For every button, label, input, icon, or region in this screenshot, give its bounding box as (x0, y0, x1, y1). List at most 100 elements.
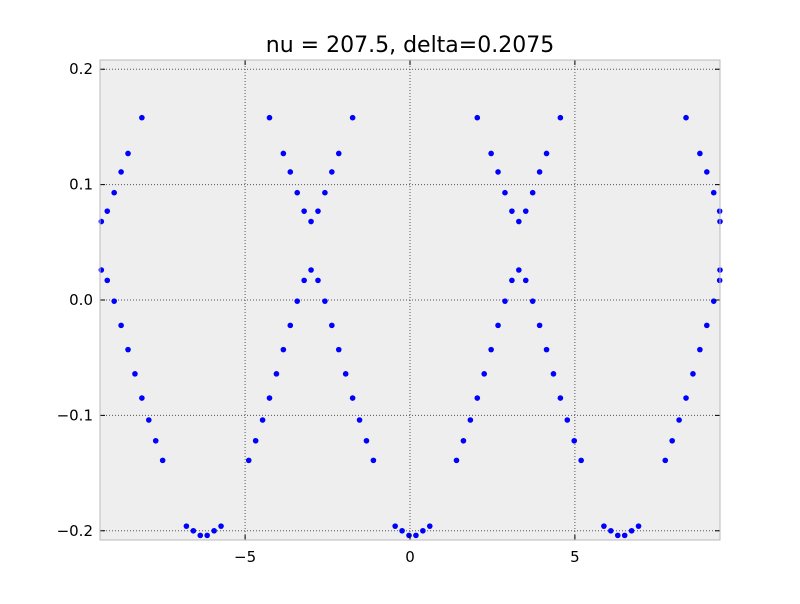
data-point (266, 395, 273, 401)
data-point (132, 371, 138, 377)
data-point (420, 527, 426, 534)
data-point (197, 532, 204, 539)
data-point (628, 527, 635, 534)
data-point (516, 267, 522, 273)
y-tick-label: −0.1 (57, 406, 93, 424)
data-point (676, 417, 682, 423)
data-point (669, 437, 675, 444)
data-point (474, 395, 481, 401)
data-point (218, 523, 224, 529)
data-point (509, 208, 515, 214)
data-point (259, 417, 266, 423)
data-point (557, 395, 564, 401)
data-point (474, 114, 481, 121)
data-point (488, 346, 494, 353)
data-point (301, 277, 307, 284)
y-tick-label: 0.0 (69, 291, 93, 309)
data-point (125, 346, 131, 353)
data-point (522, 277, 529, 284)
data-point (571, 437, 578, 444)
data-point (315, 277, 321, 284)
y-tick-label: 0.1 (69, 176, 93, 194)
data-point (104, 277, 111, 284)
data-point (710, 189, 717, 196)
data-point (349, 395, 356, 401)
data-point (495, 322, 501, 329)
chart-title: nu = 207.5, delta=0.2075 (266, 33, 554, 58)
data-point (335, 150, 342, 157)
data-point (322, 298, 328, 304)
data-point (557, 114, 564, 121)
data-point (118, 322, 124, 329)
data-point (662, 457, 669, 464)
data-point (118, 169, 124, 175)
data-point (704, 322, 710, 329)
data-point (98, 218, 105, 225)
data-point (614, 532, 621, 539)
data-point (111, 189, 117, 196)
data-point (245, 457, 252, 464)
data-point (578, 457, 584, 464)
data-point (146, 417, 152, 423)
data-point (543, 150, 550, 157)
data-point (608, 527, 614, 534)
data-point (370, 457, 377, 464)
data-point (183, 523, 190, 529)
data-point (413, 532, 419, 539)
data-point (495, 169, 501, 175)
data-point (601, 523, 607, 529)
data-point (710, 298, 717, 304)
data-point (287, 169, 294, 175)
data-point (294, 298, 301, 304)
data-point (294, 189, 301, 196)
data-point (349, 114, 356, 121)
x-tick-label: −5 (234, 548, 256, 566)
data-point (543, 346, 550, 353)
grid-lines (100, 60, 720, 540)
data-point (204, 532, 210, 539)
y-tick-label: 0.2 (69, 60, 93, 78)
data-point (190, 527, 197, 534)
data-point (502, 298, 508, 304)
data-point (335, 346, 342, 353)
data-point (273, 371, 280, 377)
data-point (98, 267, 105, 273)
data-point (356, 417, 363, 423)
data-point (329, 169, 335, 175)
y-tick-label: −0.2 (57, 522, 93, 540)
data-point (159, 457, 166, 464)
data-point (406, 532, 412, 539)
data-point (683, 395, 689, 401)
data-point (536, 169, 543, 175)
data-point (488, 150, 494, 157)
data-point (453, 457, 460, 464)
data-point (211, 527, 217, 534)
data-point (564, 417, 571, 423)
data-point (529, 298, 536, 304)
data-point (252, 437, 259, 444)
data-point (301, 208, 307, 214)
data-point (392, 523, 398, 529)
data-point (280, 150, 287, 157)
data-point (139, 114, 145, 121)
data-point (522, 208, 529, 214)
data-point (308, 267, 314, 273)
axis-ticks (100, 60, 720, 540)
data-point (329, 322, 335, 329)
data-point (635, 523, 642, 529)
data-point (516, 218, 522, 225)
data-point (502, 189, 508, 196)
tick-labels: −5 0 5 −0.2 −0.1 0.0 0.1 0.2 (57, 60, 580, 566)
data-point (139, 395, 145, 401)
data-point (308, 218, 314, 225)
x-tick-label: 0 (405, 548, 415, 566)
data-point (399, 527, 405, 534)
data-point (280, 346, 287, 353)
data-points (98, 114, 723, 539)
plot-frame (99, 59, 721, 541)
data-point (467, 417, 474, 423)
data-point (104, 208, 111, 214)
data-point (460, 437, 467, 444)
